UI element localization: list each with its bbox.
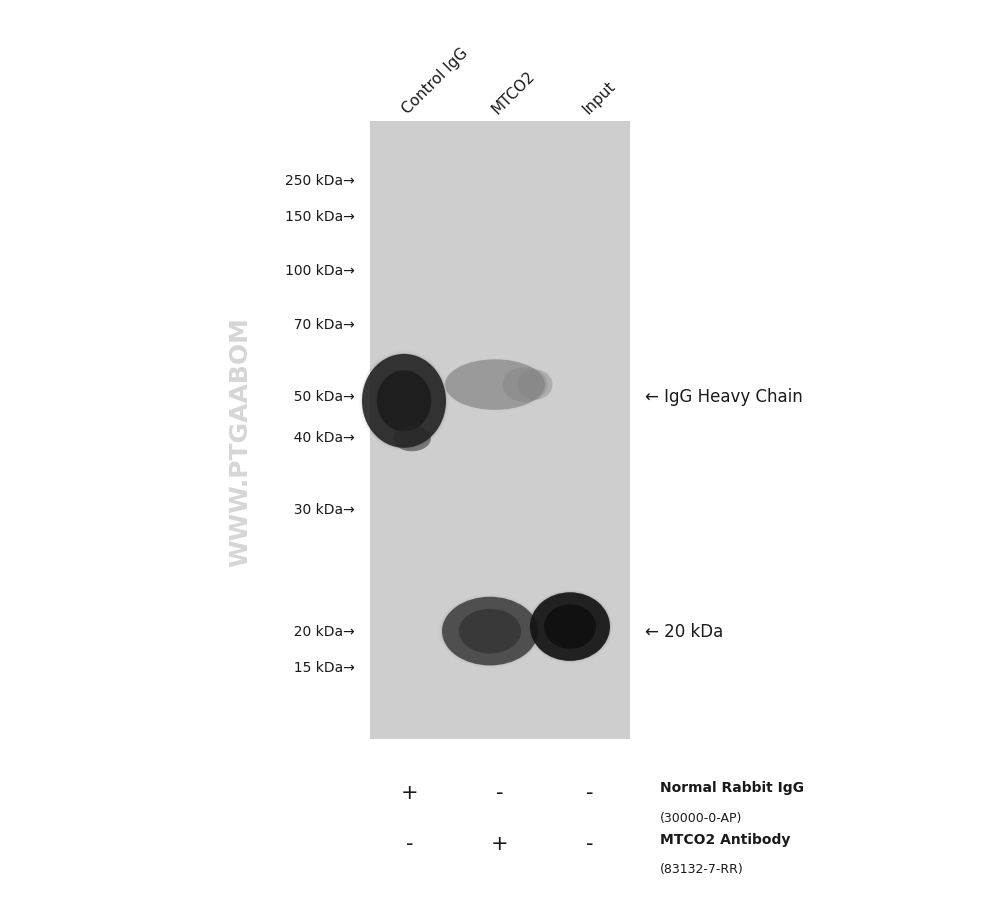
Text: 100 kDa→: 100 kDa→ [285, 263, 355, 278]
Ellipse shape [459, 609, 521, 654]
Text: 250 kDa→: 250 kDa→ [285, 173, 355, 188]
Ellipse shape [503, 367, 548, 403]
Ellipse shape [445, 360, 545, 410]
Text: 40 kDa→: 40 kDa→ [285, 430, 355, 445]
Ellipse shape [530, 593, 610, 661]
Ellipse shape [529, 592, 611, 662]
Text: -: - [496, 782, 504, 802]
Ellipse shape [377, 371, 431, 432]
Ellipse shape [544, 604, 596, 649]
Text: WWW.PTGAABOM: WWW.PTGAABOM [228, 318, 252, 566]
Text: Input: Input [579, 78, 618, 117]
Text: Normal Rabbit IgG: Normal Rabbit IgG [660, 780, 804, 795]
Ellipse shape [518, 370, 552, 400]
Text: 15 kDa→: 15 kDa→ [285, 660, 355, 675]
Text: 20 kDa→: 20 kDa→ [285, 624, 355, 639]
Text: -: - [406, 833, 414, 853]
Text: MTCO2: MTCO2 [489, 69, 538, 117]
Ellipse shape [442, 597, 538, 666]
Ellipse shape [362, 354, 446, 448]
Ellipse shape [361, 354, 447, 449]
Text: (30000-0-AP): (30000-0-AP) [660, 811, 742, 824]
Text: 50 kDa→: 50 kDa→ [285, 390, 355, 404]
Text: ← 20 kDa: ← 20 kDa [645, 622, 723, 640]
Text: -: - [586, 782, 594, 802]
Text: 150 kDa→: 150 kDa→ [285, 209, 355, 224]
Text: -: - [586, 833, 594, 853]
Bar [370, 122, 630, 740]
Text: +: + [491, 833, 509, 853]
Ellipse shape [441, 596, 539, 667]
Text: 70 kDa→: 70 kDa→ [285, 318, 355, 332]
Text: MTCO2 Antibody: MTCO2 Antibody [660, 832, 790, 846]
Text: Control IgG: Control IgG [399, 46, 471, 117]
Text: 30 kDa→: 30 kDa→ [285, 502, 355, 517]
Text: ← IgG Heavy Chain: ← IgG Heavy Chain [645, 388, 803, 406]
Text: +: + [401, 782, 419, 802]
Text: (83132-7-RR): (83132-7-RR) [660, 862, 744, 875]
Ellipse shape [393, 426, 431, 452]
